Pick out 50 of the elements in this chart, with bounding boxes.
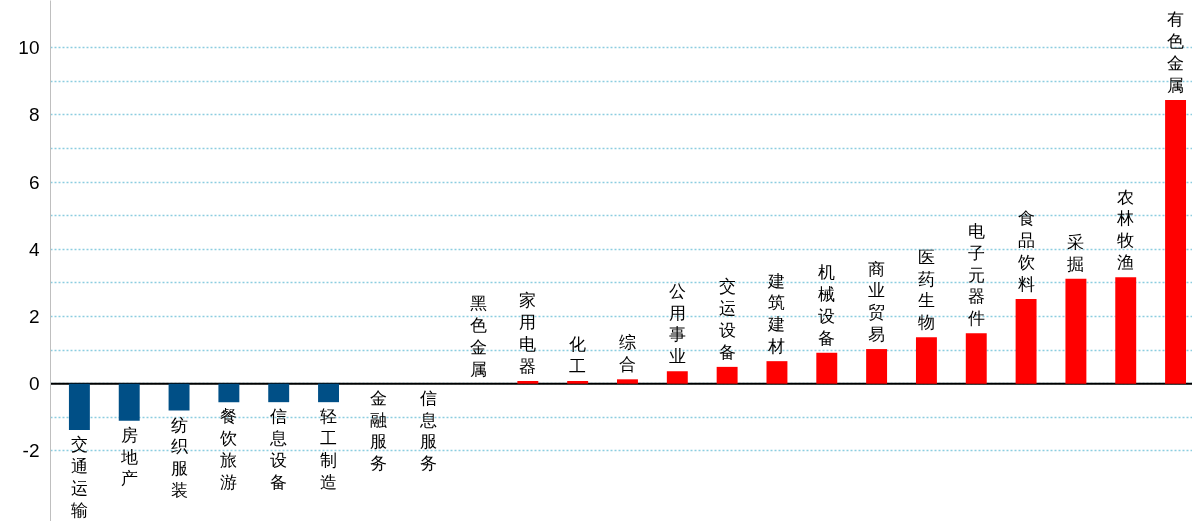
x-tick-label: 采掘 [1067, 232, 1085, 274]
x-tick-label: 轻工制造 [320, 407, 338, 492]
x-tick-label: 黑色金属 [469, 294, 487, 379]
x-tick-label: 化工 [569, 335, 587, 376]
x-tick-label: 综合 [618, 333, 636, 375]
x-tick-label: 房地产 [119, 425, 138, 489]
x-tick-label: 农林牧渔 [1116, 187, 1135, 273]
bar [816, 352, 838, 384]
bar [567, 381, 589, 384]
x-tick-label: 家用电器 [519, 291, 537, 376]
y-tick-label: 10 [18, 37, 40, 59]
x-tick-label: 金融服务 [369, 388, 387, 474]
y-tick-label: 2 [28, 305, 40, 327]
bar [1165, 99, 1187, 384]
y-tick-label: 4 [28, 238, 40, 260]
bar [716, 366, 738, 384]
bar [1065, 278, 1087, 384]
bar [118, 383, 140, 421]
x-tick-label: 交运设备 [718, 277, 736, 362]
x-tick-label: 交通运输 [70, 435, 88, 520]
y-tick-label: 8 [28, 104, 40, 126]
bar [866, 349, 888, 384]
x-tick-label: 餐饮旅游 [219, 407, 238, 492]
x-tick-label: 纺织服装 [170, 415, 188, 501]
x-tick-label: 食品饮料 [1016, 209, 1035, 294]
bar [1115, 277, 1137, 384]
bar [766, 361, 788, 384]
x-tick-label: 公用事业 [668, 281, 686, 367]
x-tick-label: 商业贸易 [868, 259, 886, 345]
y-tick-label: 0 [28, 373, 40, 395]
bar [965, 333, 987, 384]
x-tick-label: 有色金属 [1167, 10, 1185, 95]
bar [517, 381, 539, 384]
x-tick-label: 电子元器件 [967, 221, 985, 329]
x-tick-label: 机械设备 [818, 263, 836, 348]
bar [218, 383, 240, 403]
x-tick-label: 信息服务 [418, 388, 437, 474]
y-tick-label: -2 [22, 440, 40, 462]
bar [318, 383, 339, 403]
x-tick-label: 信息设备 [269, 407, 288, 492]
bar [268, 383, 290, 403]
bar [1015, 298, 1037, 384]
bar [68, 383, 90, 431]
bar [168, 383, 190, 411]
bar [915, 337, 937, 384]
x-tick-label: 建筑建材 [767, 271, 786, 357]
y-tick-label: 6 [28, 171, 40, 193]
bar [666, 371, 688, 384]
bar [617, 379, 638, 384]
x-tick-label: 医药生物 [917, 247, 935, 333]
